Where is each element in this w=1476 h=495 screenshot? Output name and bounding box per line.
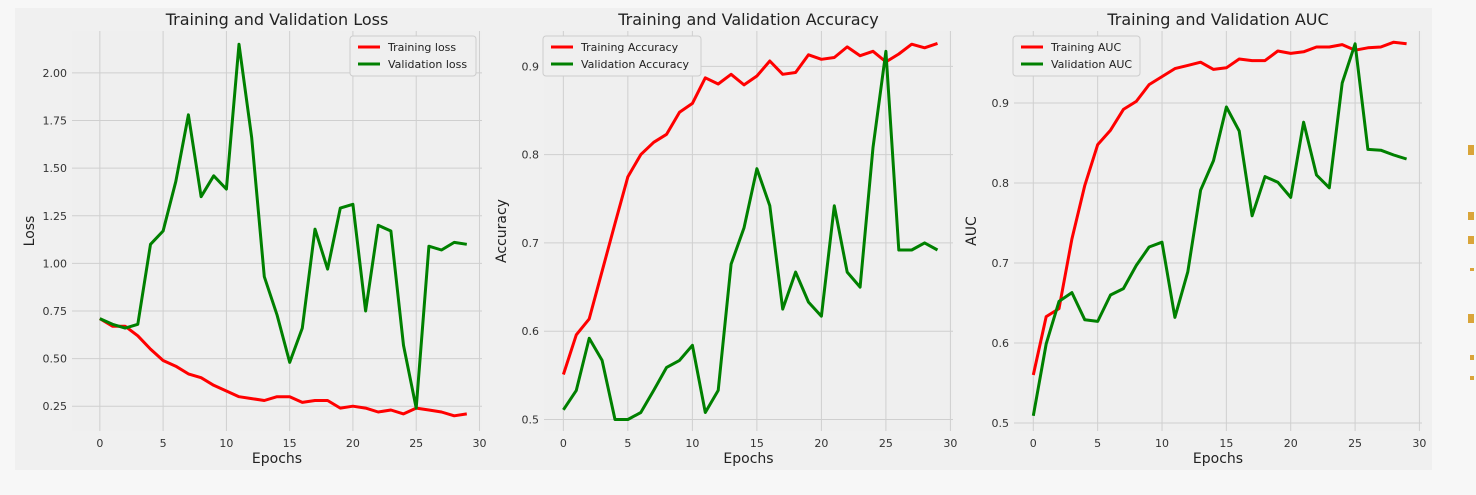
auc-chart-plot-area — [1014, 31, 1422, 431]
auc-x-tick-label: 5 — [1094, 437, 1101, 450]
loss-chart-plot-area — [72, 31, 482, 431]
accuracy-x-tick-label: 30 — [943, 437, 957, 450]
auc-chart: 0 5 10 15 20 25 30 0.5 0.6 0.7 0.8 0.9 Training and… — [964, 10, 1426, 467]
auc-x-tick-label: 30 — [1412, 437, 1426, 450]
accuracy-chart: 0 5 10 15 20 25 30 0.5 0.6 0.7 0.8 0.9 Training and… — [494, 10, 957, 467]
loss-x-tick-label: 25 — [409, 437, 423, 450]
accuracy-y-tick-label: 0.9 — [522, 60, 540, 73]
accuracy-x-tick-label: 20 — [814, 437, 828, 450]
auc-chart-y-axis-label: AUC — [964, 216, 980, 246]
accuracy-x-tick-label: 0 — [560, 437, 567, 450]
loss-chart-title: Training and Validation Loss — [165, 10, 389, 29]
accuracy-y-tick-label: 0.7 — [522, 237, 540, 250]
accuracy-chart-legend: Training Accuracy Validation Accuracy — [542, 35, 702, 77]
loss-chart-legend: Training loss Validation loss — [349, 35, 477, 77]
auc-series-line-training — [1031, 40, 1407, 376]
auc-x-tick-label: 0 — [1030, 437, 1037, 450]
auc-y-tick-label: 0.9 — [992, 97, 1010, 110]
clipped-panel-edge — [1468, 145, 1474, 380]
auc-y-tick-label: 0.7 — [992, 257, 1010, 270]
accuracy-chart-title: Training and Validation Accuracy — [617, 10, 879, 29]
auc-x-tick-label: 10 — [1155, 437, 1169, 450]
auc-series-line-validation — [1031, 42, 1408, 417]
auc-legend-box — [1012, 35, 1141, 77]
loss-y-tick-label: 1.50 — [43, 162, 68, 175]
accuracy-x-tick-label: 15 — [750, 437, 764, 450]
accuracy-series-line-training — [561, 41, 938, 375]
accuracy-chart-series — [561, 41, 939, 421]
loss-legend-label: Validation loss — [388, 58, 467, 71]
loss-chart-ticks: 0 5 10 15 20 25 30 0.25 0.50 0.75 1.00 1.25 1.50 1.75… — [43, 67, 487, 450]
loss-x-tick-label: 15 — [283, 437, 297, 450]
loss-chart-series — [99, 42, 468, 418]
auc-y-tick-label: 0.6 — [992, 337, 1010, 350]
loss-series-line-training — [99, 317, 468, 418]
loss-chart: 0 5 10 15 20 25 30 0.25 0.50 0.75 1.00 1.25 1.50 1.75… — [22, 10, 486, 467]
loss-y-tick-label: 1.75 — [43, 115, 68, 128]
loss-y-tick-label: 0.50 — [43, 353, 68, 366]
auc-y-tick-label: 0.5 — [992, 417, 1010, 430]
loss-x-tick-label: 5 — [160, 437, 167, 450]
auc-chart-title: Training and Validation AUC — [1106, 10, 1328, 29]
loss-legend-box — [349, 35, 477, 77]
auc-x-tick-label: 15 — [1219, 437, 1233, 450]
accuracy-x-tick-label: 5 — [624, 437, 631, 450]
auc-x-tick-label: 25 — [1348, 437, 1362, 450]
accuracy-legend-label: Training Accuracy — [580, 41, 679, 54]
loss-y-tick-label: 1.00 — [43, 257, 68, 270]
accuracy-chart-x-axis-label: Epochs — [723, 451, 773, 467]
accuracy-legend-label: Validation Accuracy — [581, 58, 690, 71]
loss-series-line-validation — [99, 42, 468, 410]
accuracy-x-tick-label: 25 — [879, 437, 893, 450]
auc-chart-ticks: 0 5 10 15 20 25 30 0.5 0.6 0.7 0.8 0.9 — [992, 97, 1427, 450]
loss-x-tick-label: 20 — [346, 437, 360, 450]
auc-legend-label: Training AUC — [1050, 41, 1121, 54]
loss-y-tick-label: 0.25 — [43, 400, 68, 413]
accuracy-y-tick-label: 0.5 — [522, 414, 540, 427]
accuracy-series-line-validation — [562, 49, 939, 421]
accuracy-y-tick-label: 0.8 — [522, 149, 540, 162]
auc-legend-label: Validation AUC — [1051, 58, 1132, 71]
loss-y-tick-label: 2.00 — [43, 67, 68, 80]
auc-chart-x-axis-label: Epochs — [1193, 451, 1243, 467]
loss-legend-label: Training loss — [387, 41, 456, 54]
loss-chart-y-axis-label: Loss — [22, 216, 38, 247]
accuracy-legend-box — [542, 35, 702, 77]
loss-chart-x-axis-label: Epochs — [252, 451, 302, 467]
auc-chart-series — [1031, 40, 1408, 417]
loss-chart-grid — [72, 31, 482, 431]
auc-x-tick-label: 20 — [1284, 437, 1298, 450]
auc-chart-grid — [1014, 31, 1422, 431]
loss-y-tick-label: 0.75 — [43, 305, 68, 318]
accuracy-chart-y-axis-label: Accuracy — [494, 199, 510, 263]
loss-y-tick-label: 1.25 — [43, 210, 68, 223]
loss-x-tick-label: 30 — [472, 437, 486, 450]
loss-x-tick-label: 10 — [219, 437, 233, 450]
auc-y-tick-label: 0.8 — [992, 177, 1010, 190]
auc-chart-legend: Training AUC Validation AUC — [1012, 35, 1141, 77]
loss-x-tick-label: 0 — [96, 437, 103, 450]
accuracy-chart-ticks: 0 5 10 15 20 25 30 0.5 0.6 0.7 0.8 0.9 — [522, 60, 958, 450]
accuracy-chart-grid — [544, 31, 953, 431]
accuracy-y-tick-label: 0.6 — [522, 325, 540, 338]
accuracy-x-tick-label: 10 — [685, 437, 699, 450]
